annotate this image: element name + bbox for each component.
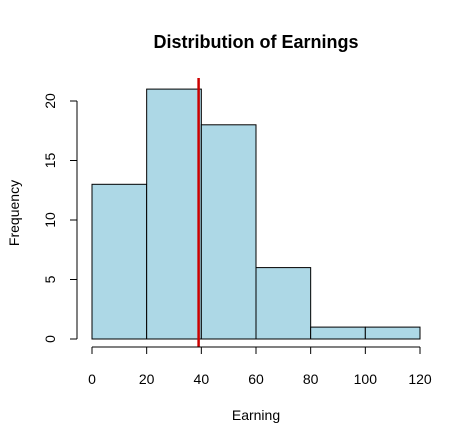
y-tick-label-3: 15	[42, 153, 58, 169]
x-tick-label-4: 80	[303, 371, 319, 387]
y-axis-label: Frequency	[6, 180, 22, 246]
histogram-bar-2	[200, 124, 257, 340]
y-tick-label-1: 5	[42, 275, 58, 283]
histogram-bars	[91, 88, 421, 340]
x-axis-label: Earning	[232, 407, 280, 423]
histogram-bar-5	[364, 326, 421, 340]
histogram-bar-4	[310, 326, 366, 340]
x-tick-label-6: 120	[408, 371, 432, 387]
y-axis: 0 5 10 15 20	[42, 93, 78, 343]
histogram-bar-1	[146, 88, 202, 340]
x-tick-label-0: 0	[88, 371, 96, 387]
x-tick-label-2: 40	[194, 371, 210, 387]
y-tick-label-4: 20	[42, 93, 58, 109]
y-tick-label-2: 10	[42, 212, 58, 228]
histogram-bar-3	[255, 267, 312, 340]
x-tick-label-5: 100	[354, 371, 378, 387]
x-axis: 0 20 40 60 80 100 120	[88, 346, 432, 387]
y-tick-label-0: 0	[42, 335, 58, 343]
x-tick-label-1: 20	[139, 371, 155, 387]
x-tick-label-3: 60	[248, 371, 264, 387]
histogram-bar-0	[91, 183, 148, 340]
chart-title: Distribution of Earnings	[154, 32, 359, 52]
